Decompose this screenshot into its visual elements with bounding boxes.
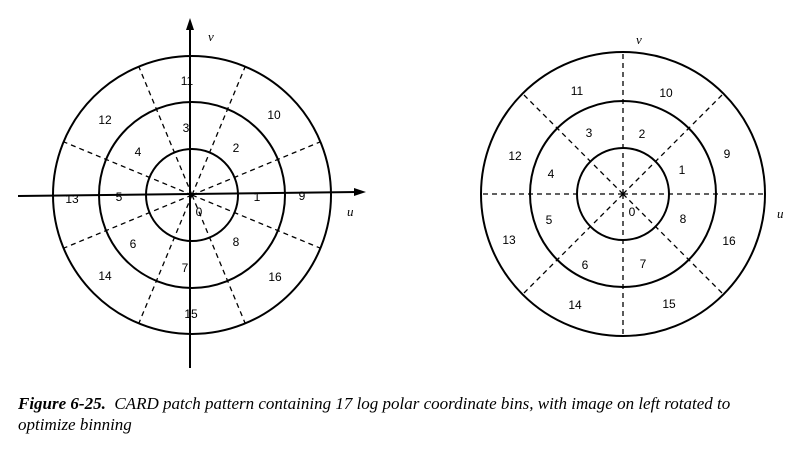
left-bin-15: 15: [184, 307, 198, 321]
figure-diagrams: v u 0 1 2 3 4 5 6 7 8 9 10 11 12 13 14 1…: [17, 18, 784, 368]
right-bin-dividers: [481, 52, 765, 336]
right-divider-1: [622, 93, 724, 195]
right-bin-12: 12: [508, 149, 522, 163]
left-bin-8: 8: [233, 235, 240, 249]
right-divider-3: [522, 93, 624, 195]
left-bin-1: 1: [254, 190, 261, 204]
right-u-axis-label: u: [777, 206, 784, 221]
right-bin-16: 16: [722, 234, 736, 248]
left-bin-14: 14: [98, 269, 112, 283]
right-bin-7: 7: [640, 257, 647, 271]
left-bin-4: 4: [135, 145, 142, 159]
left-u-axis: [17, 191, 359, 197]
right-bin-0: 0: [629, 205, 636, 219]
right-bin-3: 3: [586, 126, 593, 140]
right-v-axis-label: v: [636, 32, 642, 47]
right-bin-4: 4: [548, 167, 555, 181]
right-bin-14: 14: [568, 298, 582, 312]
left-bin-13: 13: [65, 192, 79, 206]
right-bin-15: 15: [662, 297, 676, 311]
left-bin-7: 7: [182, 261, 189, 275]
figure-caption: Figure 6-25. CARD patch pattern containi…: [18, 393, 788, 435]
right-bin-1: 1: [679, 163, 686, 177]
right-outer-ring: [480, 51, 766, 337]
left-bin-11: 11: [181, 74, 194, 88]
right-divider-5: [522, 193, 624, 295]
left-bin-12: 12: [98, 113, 112, 127]
left-v-axis-arrow-icon: [186, 18, 194, 30]
left-u-axis-arrow-icon: [354, 188, 366, 196]
left-bin-9: 9: [299, 189, 306, 203]
left-bin-5: 5: [116, 190, 123, 204]
left-bin-6: 6: [130, 237, 137, 251]
left-bin-3: 3: [183, 121, 190, 135]
right-bin-11: 11: [571, 84, 584, 98]
left-diagram: v u 0 1 2 3 4 5 6 7 8 9 10 11 12 13 14 1…: [17, 18, 366, 368]
figure-label: Figure 6-25.: [18, 394, 106, 413]
left-v-axis-label: v: [208, 29, 214, 44]
left-bin-10: 10: [267, 108, 281, 122]
right-bin-2: 2: [639, 127, 646, 141]
right-bin-10: 10: [659, 86, 673, 100]
left-bin-2: 2: [233, 141, 240, 155]
left-bin-0: 0: [196, 205, 203, 219]
right-bin-6: 6: [582, 258, 589, 272]
right-bin-5: 5: [546, 213, 553, 227]
caption-text: CARD patch pattern containing 17 log pol…: [18, 394, 731, 434]
right-bin-13: 13: [502, 233, 516, 247]
right-bin-9: 9: [724, 147, 731, 161]
left-u-axis-label: u: [347, 204, 354, 219]
right-diagram: v u 0 1 2 3 4 5 6 7 8 9 10 11 12 13 14 1…: [480, 32, 784, 337]
right-bin-8: 8: [680, 212, 687, 226]
left-bin-16: 16: [268, 270, 282, 284]
right-divider-7: [622, 193, 724, 295]
